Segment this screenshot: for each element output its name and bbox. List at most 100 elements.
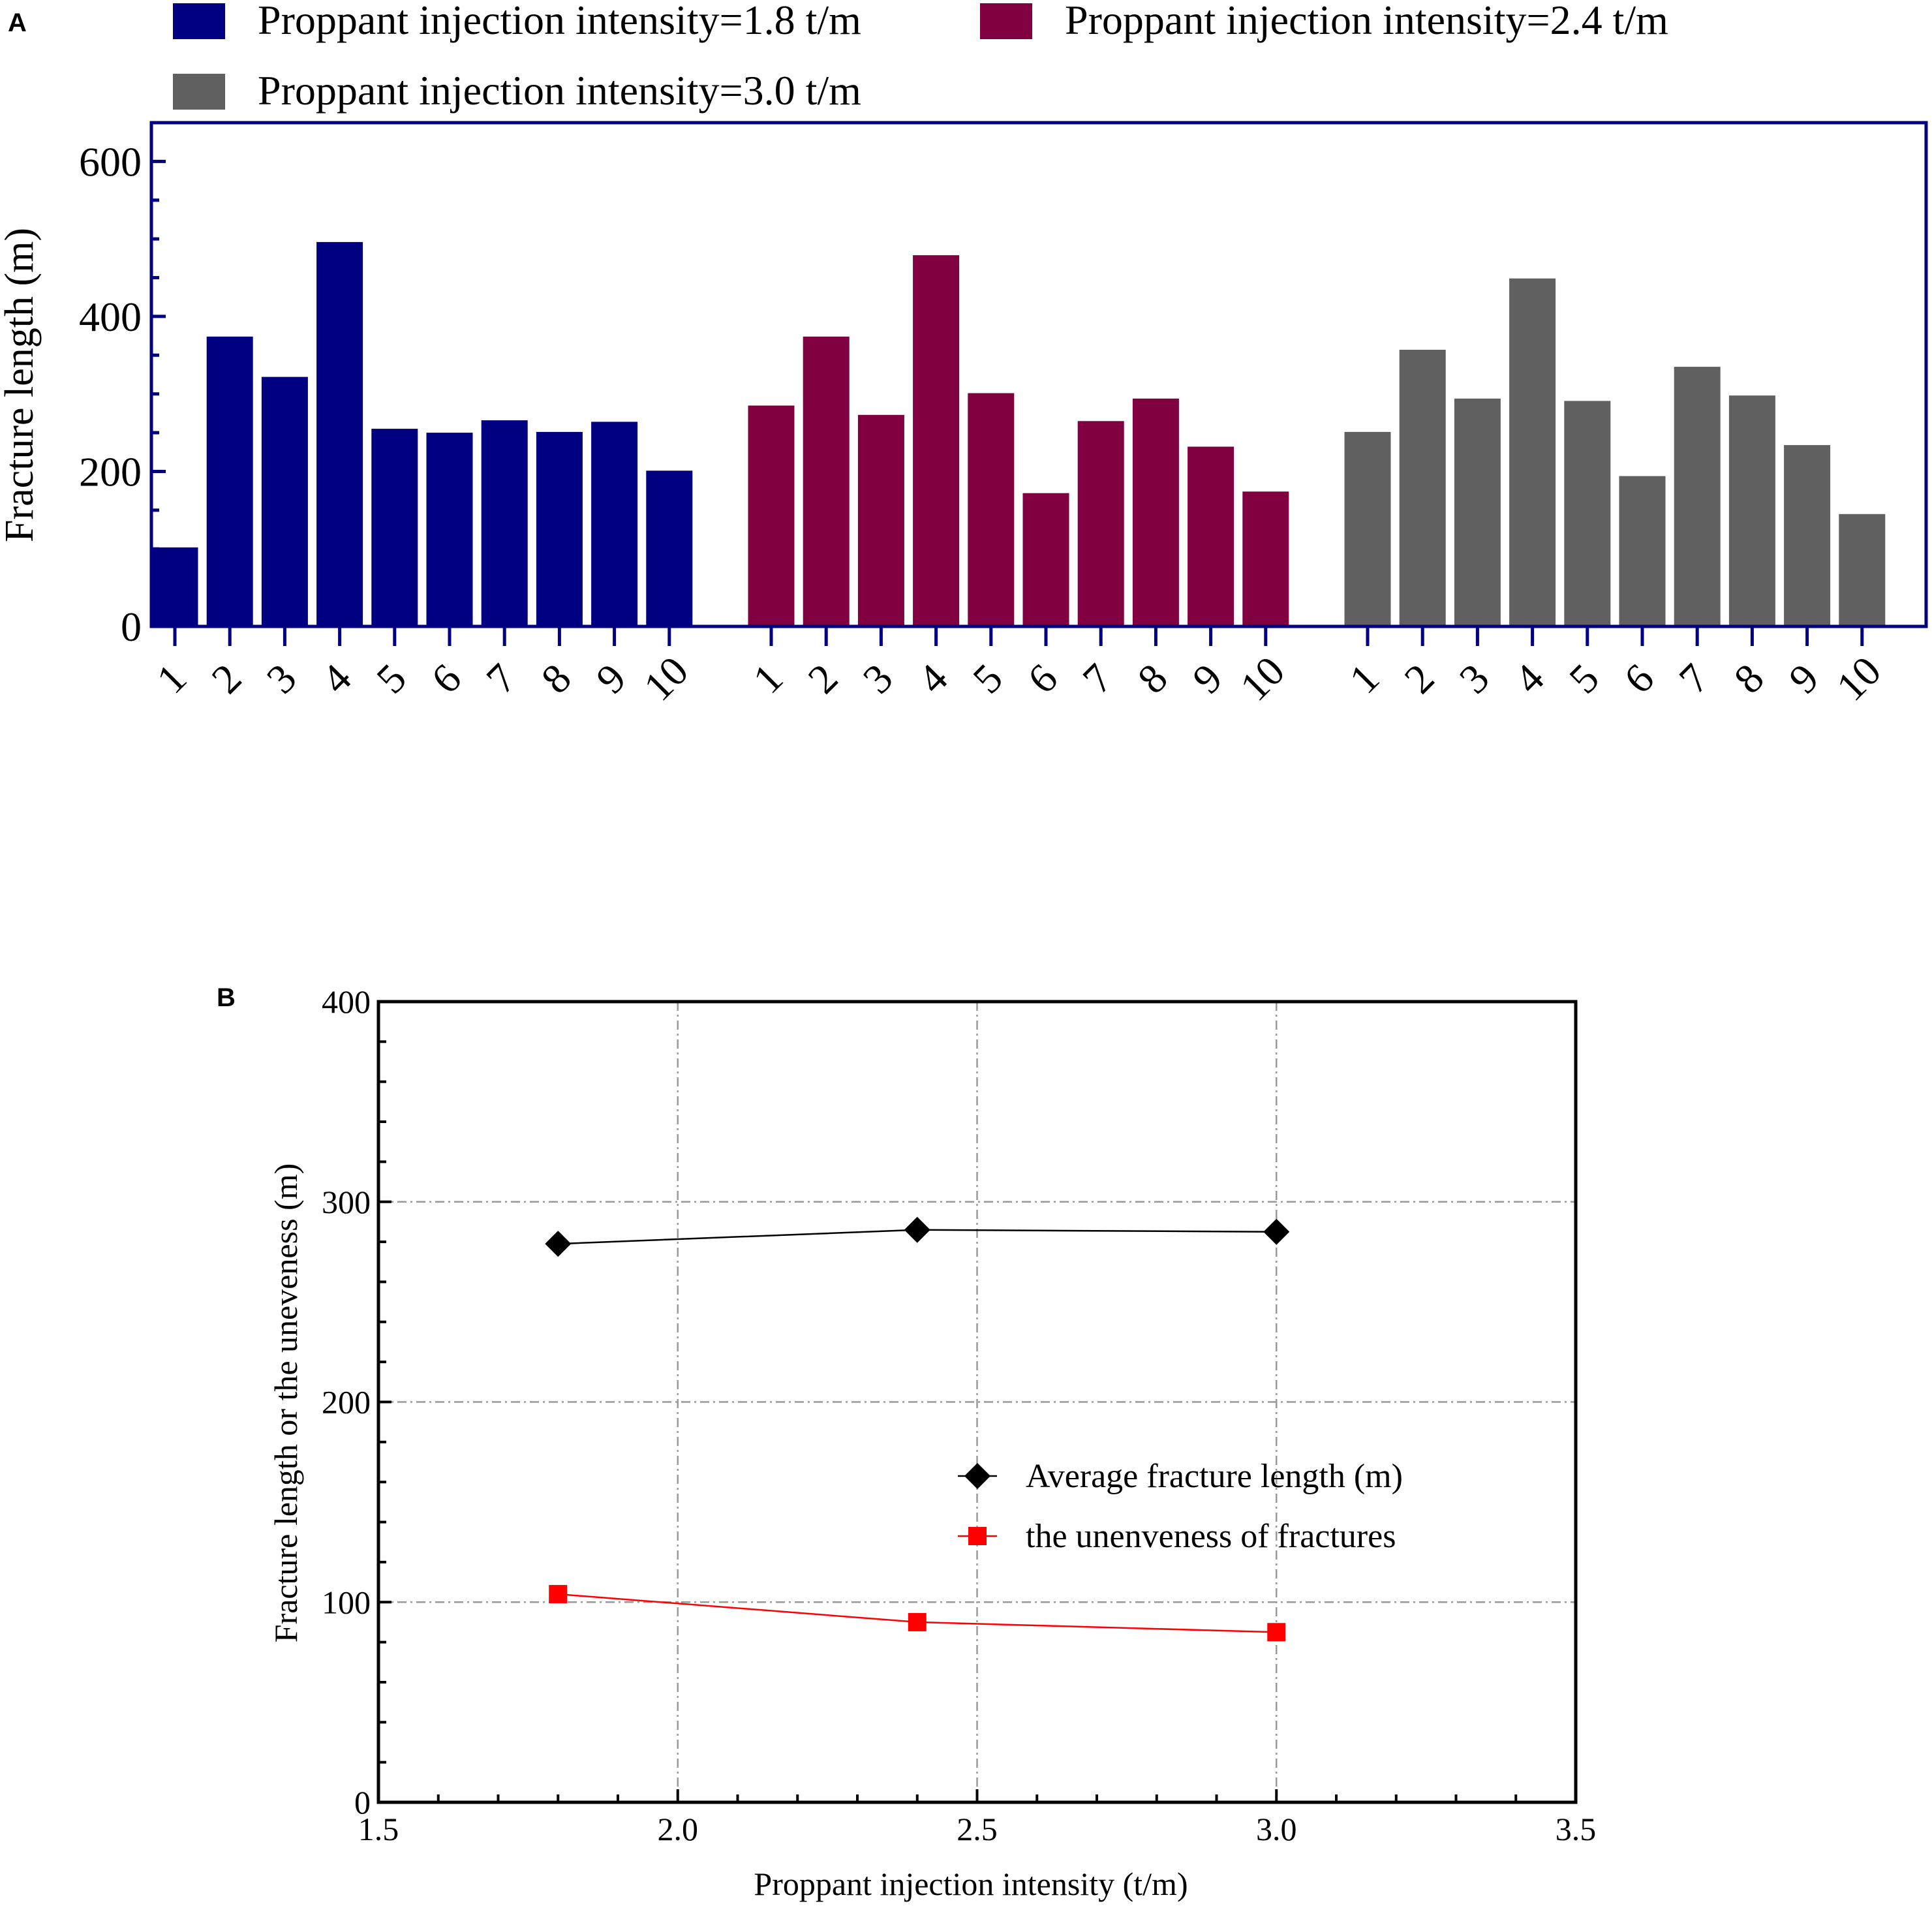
x-tick-label: 1 <box>147 654 195 702</box>
data-point-average-length <box>1263 1218 1290 1245</box>
x-tick-label: 5 <box>1560 654 1608 702</box>
y-tick-label: 400 <box>79 294 142 340</box>
data-point-unevenness <box>908 1612 927 1631</box>
legend-label-1: Proppant injection intensity=1.8 t/m <box>258 0 861 43</box>
x-tick-label: 10 <box>1231 647 1293 709</box>
panel-a-y-axis-label: Fracture length (m) <box>0 228 42 542</box>
y-tick-label: 400 <box>322 983 371 1020</box>
panel-a-frame <box>149 121 1928 628</box>
bar-s1-c4 <box>316 241 363 626</box>
panel-b-grid <box>378 1002 1576 1802</box>
panel-b-line-chart: 0 100 200 300 400 1.5 2.0 2.5 3.0 3.5 Average fra… <box>268 983 1596 1902</box>
x-tick-label: 7 <box>478 654 525 702</box>
x-tick-label: 7 <box>1074 654 1122 702</box>
bar-s2-c7 <box>1077 421 1124 626</box>
data-point-average-length <box>904 1216 930 1243</box>
x-tick-label: 2.5 <box>957 1811 998 1847</box>
legend-marker-square <box>968 1527 987 1545</box>
y-tick-label: 300 <box>322 1184 371 1220</box>
bar-s3-c9 <box>1784 445 1831 626</box>
bar-s2-c10 <box>1242 491 1289 626</box>
data-point-unevenness <box>1267 1623 1286 1642</box>
x-tick-label: 2 <box>799 654 847 702</box>
x-tick-label: 3 <box>1450 654 1498 702</box>
legend-label-b1: Average fracture length (m) <box>1026 1458 1403 1495</box>
x-tick-label: 8 <box>532 654 580 702</box>
y-tick-label: 0 <box>121 604 142 650</box>
bar-s1-c8 <box>536 431 583 626</box>
bar-s2-c3 <box>857 414 904 626</box>
y-tick-label: 600 <box>79 138 142 185</box>
bar-s2-c6 <box>1022 493 1069 626</box>
x-tick-label: 6 <box>1019 654 1066 702</box>
x-tick-label: 1 <box>744 654 791 702</box>
y-tick-label: 0 <box>354 1784 371 1821</box>
data-point-unevenness <box>549 1584 568 1603</box>
legend-swatch-1 <box>173 3 225 39</box>
panel-b-axes: 0 100 200 300 400 1.5 2.0 2.5 3.0 3.5 <box>322 983 1596 1847</box>
legend-label-b2: the unenveness of fractures <box>1026 1518 1396 1555</box>
bar-s3-c7 <box>1674 367 1721 626</box>
x-tick-label: 5 <box>367 654 415 702</box>
panel-label-b: B <box>217 983 236 1012</box>
panel-b-legend: Average fracture length (m) the unenvenes… <box>958 1458 1403 1555</box>
bar-s2-c2 <box>803 336 850 626</box>
data-point-average-length <box>545 1231 572 1257</box>
bar-s2-c1 <box>748 405 795 626</box>
bar-s1-c3 <box>261 377 308 626</box>
legend-marker-diamond <box>964 1463 990 1489</box>
panel-b-y-axis-label: Fracture length or the uneveness (m) <box>268 1163 304 1642</box>
x-tick-label: 10 <box>1828 647 1890 709</box>
x-tick-label: 2 <box>1396 654 1443 702</box>
bar-s1-c7 <box>481 420 528 626</box>
panel-b-x-axis-label: Proppant injection intensity (t/m) <box>754 1866 1188 1902</box>
bar-s1-c9 <box>591 422 638 626</box>
x-tick-label: 3 <box>854 654 902 702</box>
x-tick-label: 4 <box>313 654 360 702</box>
x-tick-label: 10 <box>635 647 697 709</box>
y-tick-label: 100 <box>322 1584 371 1620</box>
x-tick-label: 1.5 <box>358 1811 399 1847</box>
bar-s3-c3 <box>1454 398 1501 626</box>
bar-s2-c8 <box>1132 398 1179 626</box>
x-tick-label: 4 <box>1505 654 1553 702</box>
panel-label-a: A <box>8 8 27 37</box>
bar-s3-c2 <box>1399 350 1446 626</box>
legend-swatch-2 <box>980 3 1032 39</box>
legend-label-3: Proppant injection intensity=3.0 t/m <box>258 67 861 114</box>
x-tick-label: 8 <box>1725 654 1773 702</box>
x-tick-label: 3 <box>258 654 305 702</box>
bar-s1-c10 <box>646 470 693 626</box>
y-tick-label: 200 <box>322 1384 371 1421</box>
x-tick-label: 9 <box>1184 654 1231 702</box>
x-tick-label: 9 <box>1780 654 1828 702</box>
x-tick-label: 7 <box>1670 654 1718 702</box>
bar-s3-c10 <box>1839 514 1886 626</box>
y-tick-label: 200 <box>79 448 142 495</box>
panel-a-bars <box>151 241 1886 627</box>
x-tick-label: 9 <box>587 654 635 702</box>
bar-s3-c6 <box>1619 476 1666 626</box>
x-tick-label: 4 <box>909 654 957 702</box>
panel-b-series <box>545 1216 1290 1642</box>
bar-s1-c2 <box>206 336 253 626</box>
bar-s2-c5 <box>968 393 1015 626</box>
bar-s1-c5 <box>371 429 418 626</box>
bar-s3-c1 <box>1344 431 1391 626</box>
x-tick-label: 8 <box>1129 654 1176 702</box>
bar-s3-c8 <box>1728 395 1775 626</box>
x-tick-label: 2.0 <box>658 1811 699 1847</box>
bar-s3-c4 <box>1509 278 1556 626</box>
legend-swatch-3 <box>173 74 225 110</box>
x-tick-label: 5 <box>964 654 1011 702</box>
panel-a-bar-chart: Proppant injection intensity=1.8 t/m Prop… <box>0 0 1928 710</box>
bar-s2-c9 <box>1188 446 1234 626</box>
legend-label-2: Proppant injection intensity=2.4 t/m <box>1065 0 1668 43</box>
x-tick-label: 1 <box>1340 654 1388 702</box>
bar-s1-c6 <box>426 433 473 626</box>
bar-s3-c5 <box>1564 401 1611 626</box>
panel-a-legend: Proppant injection intensity=1.8 t/m Prop… <box>173 0 1668 114</box>
x-tick-label: 6 <box>1615 654 1663 702</box>
